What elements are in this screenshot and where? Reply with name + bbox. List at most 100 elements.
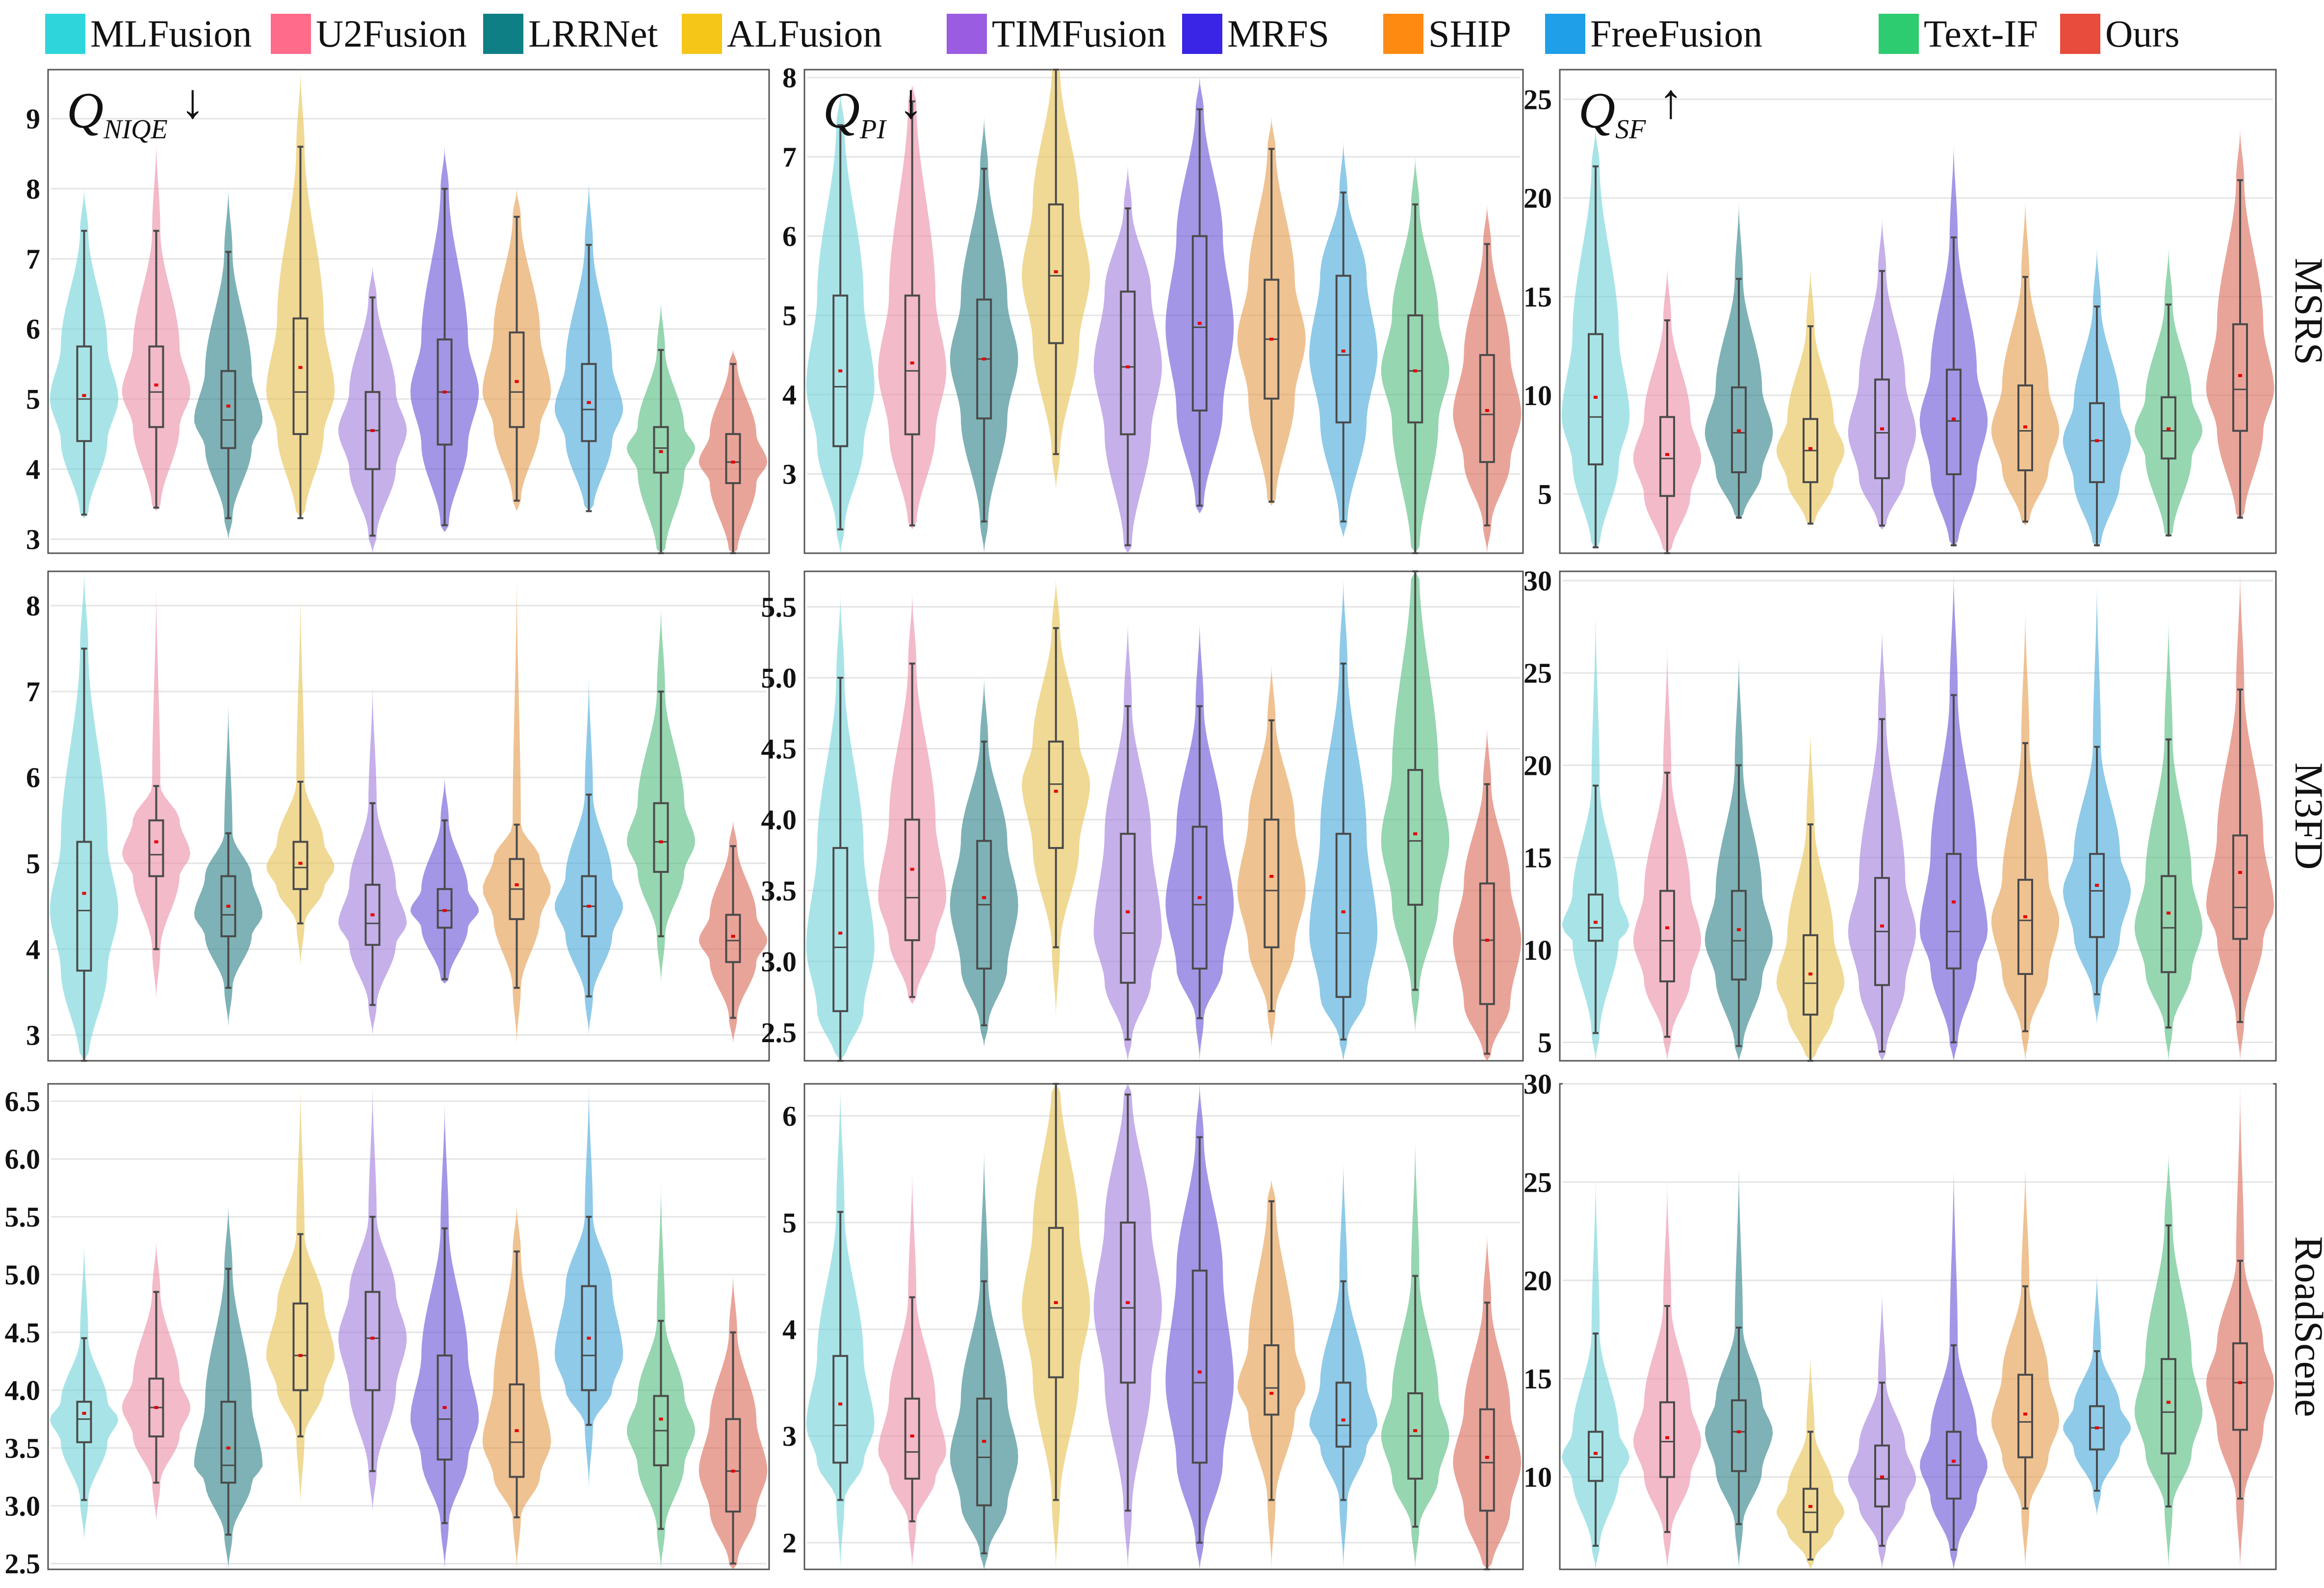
- violin: [698, 820, 768, 1044]
- violin-group: [266, 589, 335, 967]
- mean-marker: [1808, 972, 1812, 975]
- box: [437, 888, 453, 929]
- box: [148, 345, 164, 428]
- legend-swatch: [1383, 14, 1423, 54]
- violin-group: [2063, 1270, 2131, 1516]
- violin-group: [1848, 217, 1916, 530]
- mean-marker: [587, 1336, 591, 1340]
- legend-item: FreeFusion: [1545, 12, 1762, 55]
- violin: [1165, 1084, 1234, 1569]
- dataset-label: RoadScene: [2287, 1236, 2324, 1417]
- y-tick-label: 20: [1524, 749, 1552, 781]
- box: [832, 294, 849, 447]
- box: [292, 841, 309, 890]
- legend-swatch: [483, 14, 523, 54]
- box: [1048, 741, 1064, 849]
- y-tick-label: 4: [782, 1313, 797, 1345]
- y-tick-label: 6: [782, 220, 797, 252]
- mean-marker: [1665, 453, 1669, 456]
- y-tick-label: 3: [782, 1420, 797, 1452]
- mean-marker: [1341, 1418, 1345, 1422]
- violin-group: [1633, 1182, 1702, 1569]
- violin-group: [1704, 654, 1773, 1061]
- violin-group: [122, 580, 191, 1001]
- box: [1659, 1401, 1675, 1478]
- legend-label: MLFusion: [90, 12, 252, 55]
- y-tick-label: 30: [1524, 565, 1552, 597]
- box: [1479, 354, 1495, 463]
- y-tick-label: 3.5: [761, 875, 797, 907]
- violin-group: [1093, 1084, 1162, 1569]
- panel: 10 15 20 25 30: [1524, 1068, 2277, 1570]
- y-tick-label: 25: [1524, 657, 1552, 689]
- mean-marker: [82, 1411, 86, 1415]
- y-tick-label: 15: [1524, 281, 1552, 313]
- violin: [1309, 141, 1378, 538]
- y-tick-label: 5.0: [761, 662, 797, 694]
- violin-group: [1776, 267, 1845, 526]
- box: [1479, 882, 1495, 1005]
- mean-marker: [1269, 874, 1274, 878]
- legend-label: Text-IF: [1924, 12, 2038, 55]
- panel: 5 10 15 20 25 30: [1524, 565, 2277, 1062]
- box: [1120, 1221, 1136, 1384]
- y-tick-label: 7: [26, 676, 40, 708]
- violin-group: [1848, 627, 1916, 1061]
- violin-group: [806, 592, 875, 1062]
- y-tick-label: 5: [782, 300, 797, 332]
- violin: [1022, 578, 1090, 1019]
- y-tick-label: 15: [1524, 1363, 1552, 1395]
- violin-group: [1704, 1162, 1773, 1569]
- y-tick-label: 6.5: [5, 1085, 41, 1117]
- violin-group: [1165, 621, 1234, 1061]
- violin-group: [194, 700, 262, 1026]
- box: [509, 331, 525, 428]
- y-tick-label: 2.5: [761, 1017, 797, 1049]
- box: [1874, 1444, 1890, 1508]
- violin-group: [1453, 727, 1522, 1061]
- violin-group: [410, 147, 479, 533]
- y-tick-label: 25: [1524, 1166, 1552, 1198]
- violin-group: [410, 1101, 479, 1569]
- legend-item: TIMFusion: [947, 12, 1166, 55]
- y-tick-label: 10: [1524, 934, 1552, 966]
- mean-marker: [82, 892, 86, 895]
- violin: [698, 1274, 768, 1569]
- violin-group: [1381, 1137, 1449, 1569]
- mean-marker: [1126, 1301, 1130, 1305]
- box: [2232, 1342, 2248, 1431]
- legend-swatch: [1182, 14, 1222, 54]
- violin-group: [627, 606, 695, 984]
- y-tick-label: 4: [26, 454, 40, 486]
- violin: [806, 93, 875, 553]
- box: [1659, 416, 1675, 497]
- violin: [483, 571, 551, 1044]
- mean-marker: [1808, 447, 1812, 450]
- violin: [266, 589, 335, 967]
- violin-group: [1237, 664, 1306, 1047]
- y-tick-label: 4.0: [761, 804, 797, 836]
- violin: [2134, 1153, 2203, 1569]
- row-labels: MSRS M3FD RoadScene: [2287, 258, 2324, 1417]
- box: [76, 841, 92, 972]
- violin-group: [1022, 578, 1090, 1019]
- violin-group: [50, 1240, 119, 1541]
- box: [2017, 1374, 2033, 1459]
- violin-group: [2206, 571, 2274, 1061]
- panel: 2.5 3.0 3.5 4.0 4.5 5.0 5.5: [761, 570, 1524, 1062]
- box: [653, 802, 669, 873]
- mean-marker: [1413, 832, 1418, 836]
- y-tick-label: 2: [782, 1527, 797, 1559]
- box: [2232, 834, 2248, 940]
- box: [904, 294, 920, 435]
- y-tick-label: 4: [26, 933, 40, 965]
- legend-label: U2Fusion: [316, 12, 467, 55]
- box: [1048, 1227, 1064, 1379]
- y-tick-label: 10: [1524, 380, 1552, 411]
- legend-swatch: [2060, 14, 2100, 54]
- violin-group: [1633, 267, 1702, 554]
- mean-marker: [1269, 337, 1274, 341]
- y-tick-label: 8: [26, 590, 40, 622]
- box: [364, 1291, 381, 1391]
- y-tick-label: 25: [1524, 83, 1552, 115]
